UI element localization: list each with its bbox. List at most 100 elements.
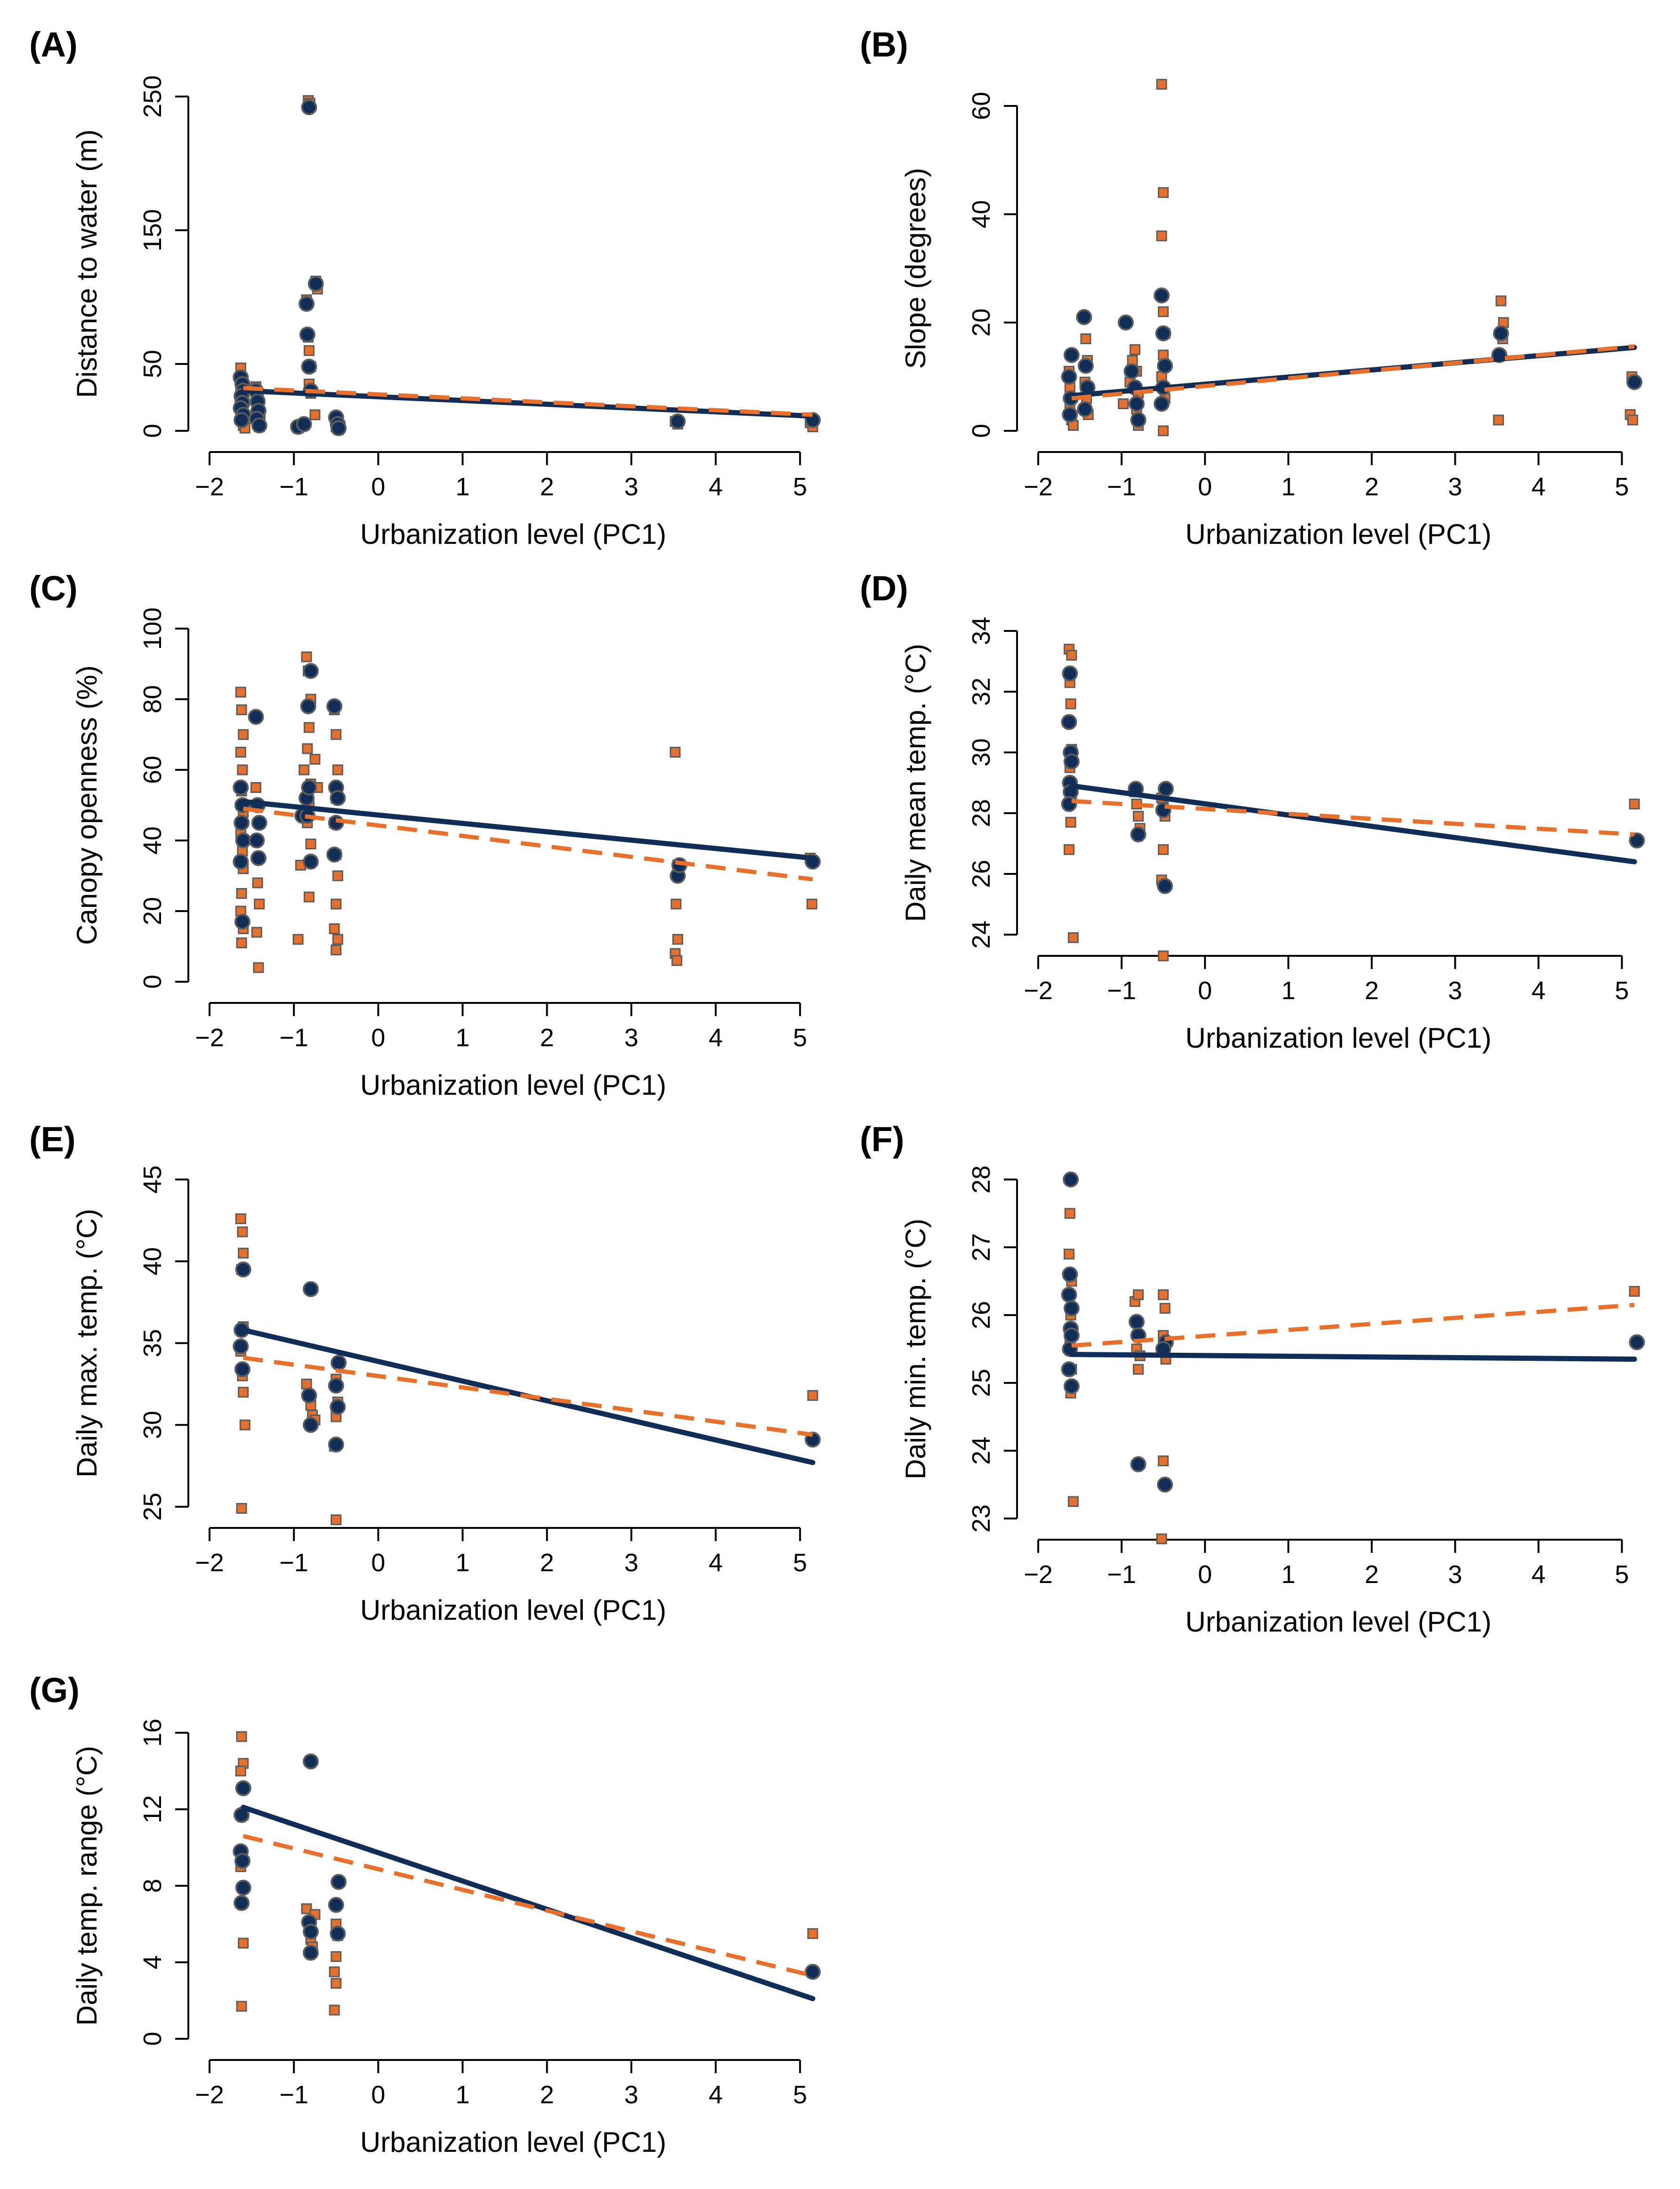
- y-tick-label: 25: [967, 1369, 995, 1397]
- navy-fit-line: [1069, 1352, 1637, 1362]
- orange-square-point: [235, 687, 246, 698]
- navy-circle-point: [301, 99, 317, 115]
- navy-circle-point: [330, 1925, 346, 1942]
- orange-square-point: [1133, 1364, 1144, 1375]
- y-tick-label: 24: [967, 1437, 995, 1465]
- navy-circle-point: [1062, 406, 1078, 423]
- orange-square-point: [239, 1419, 250, 1430]
- navy-circle-point: [1157, 358, 1173, 374]
- navy-circle-point: [331, 1355, 347, 1371]
- orange-square-point: [1158, 1455, 1169, 1467]
- orange-square-point: [1064, 1208, 1075, 1219]
- x-tick-label: 5: [793, 1024, 807, 1052]
- x-tick-label: 3: [624, 2081, 638, 2109]
- panel-label: (A): [29, 25, 78, 64]
- orange-square-point: [253, 962, 264, 973]
- orange-square-point: [1118, 398, 1129, 409]
- y-tick-label: 50: [138, 350, 167, 378]
- orange-square-point: [236, 1502, 247, 1514]
- x-tick-label: 5: [1615, 1560, 1629, 1589]
- y-tick-label: 27: [967, 1233, 995, 1261]
- navy-circle-point: [1061, 369, 1077, 385]
- x-tick-label: 0: [371, 473, 385, 501]
- x-tick-label: −2: [195, 1024, 224, 1052]
- orange-square-point: [236, 888, 247, 899]
- navy-circle-point: [331, 1874, 347, 1890]
- orange-square-point: [672, 934, 683, 945]
- orange-square-point: [1066, 650, 1077, 661]
- x-tick-label: 3: [1448, 1560, 1462, 1589]
- x-tick-label: −1: [279, 1549, 308, 1577]
- orange-square-point: [237, 764, 248, 775]
- navy-circle-point: [670, 413, 686, 430]
- x-tick-label: 5: [793, 2081, 807, 2109]
- orange-square-point: [670, 898, 682, 910]
- orange-square-point: [301, 651, 312, 662]
- y-tick-label: 24: [967, 921, 995, 949]
- navy-circle-point: [1062, 665, 1078, 682]
- x-tick-label: 5: [793, 1549, 807, 1577]
- y-tick-label: 60: [967, 92, 995, 120]
- orange-square-point: [235, 747, 246, 758]
- orange-square-point: [254, 898, 265, 910]
- x-tick-label: 0: [371, 1024, 385, 1052]
- y-axis-label: Distance to water (m): [71, 129, 103, 398]
- x-tick-label: 5: [1615, 977, 1629, 1005]
- x-tick-label: 3: [624, 1024, 638, 1052]
- navy-circle-point: [296, 416, 312, 432]
- navy-circle-point: [1128, 1314, 1145, 1330]
- y-tick-label: 35: [138, 1329, 167, 1357]
- x-tick-label: −1: [1107, 473, 1136, 501]
- x-tick-label: 0: [371, 1549, 385, 1577]
- navy-circle-point: [1157, 781, 1174, 797]
- x-axis-label: Urbanization level (PC1): [1185, 1022, 1491, 1054]
- navy-circle-point: [233, 854, 249, 870]
- y-tick-label: 32: [967, 678, 995, 706]
- navy-circle-point: [1063, 1300, 1080, 1317]
- orange-square-point: [331, 729, 342, 740]
- y-axis: 0 50 150 250 Distance to water (m): [71, 75, 189, 438]
- orange-square-point: [329, 2004, 340, 2016]
- orange-square-point: [238, 1938, 249, 1949]
- navy-circle-point: [1629, 1334, 1645, 1350]
- y-tick-label: 40: [967, 200, 995, 228]
- y-tick-label: 0: [138, 2032, 167, 2046]
- navy-circle-point: [234, 1361, 250, 1378]
- orange-square-point: [331, 1514, 342, 1526]
- orange-square-point: [1156, 1533, 1167, 1544]
- navy-circle-point: [331, 420, 347, 436]
- orange-square-point: [671, 955, 683, 966]
- x-tick-label: 1: [455, 473, 469, 501]
- orange-square-point: [329, 1966, 340, 1978]
- navy-circle-point: [330, 790, 346, 806]
- y-axis-label: Daily max. temp. (°C): [71, 1209, 103, 1478]
- x-tick-label: 2: [540, 1024, 554, 1052]
- orange-square-point: [301, 1378, 312, 1389]
- x-tick-label: 3: [1448, 977, 1462, 1005]
- x-tick-label: 2: [540, 1549, 554, 1577]
- orange-fit-line: [1071, 344, 1635, 401]
- x-axis-label: Urbanization level (PC1): [1185, 518, 1491, 550]
- navy-fit-line: [241, 799, 816, 861]
- navy-circle-point: [1077, 358, 1094, 374]
- navy-circle-point: [1130, 412, 1147, 428]
- navy-circle-series: [1061, 665, 1645, 894]
- navy-circle-point: [303, 1923, 319, 1940]
- navy-circle-point: [234, 1853, 250, 1869]
- y-axis: 0 4 8 12 16 Daily temp. range (°C): [71, 1719, 189, 2046]
- x-tick-label: −2: [195, 2081, 224, 2109]
- orange-square-point: [236, 704, 247, 715]
- y-tick-label: 23: [967, 1504, 995, 1533]
- navy-circle-point: [1077, 401, 1093, 417]
- x-tick-label: 4: [1531, 1560, 1545, 1589]
- orange-square-point: [299, 764, 310, 775]
- navy-circle-point: [326, 847, 343, 863]
- x-tick-label: −2: [1024, 1560, 1053, 1589]
- navy-circle-point: [234, 412, 250, 428]
- x-axis: −2 −1 0 1 2 3 4 5 Urbanization level (PC1): [1024, 1539, 1629, 1638]
- orange-square-point: [332, 764, 343, 775]
- x-axis: −2 −1 0 1 2 3 4 5 Urbanization level (PC1): [1024, 451, 1629, 550]
